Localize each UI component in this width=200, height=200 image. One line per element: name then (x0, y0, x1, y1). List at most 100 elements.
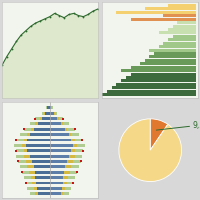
Bar (31, 128, 50, 131)
Bar (35, 171, 50, 174)
Bar (50, 106, 53, 109)
Bar (50, 112, 55, 115)
Bar (40, 117, 50, 120)
Bar (107, 90, 196, 93)
Bar (27, 139, 50, 141)
Bar (50, 165, 65, 168)
Bar (50, 128, 65, 131)
Bar (38, 192, 50, 195)
Bar (24, 139, 50, 141)
Bar (116, 83, 196, 86)
Bar (38, 122, 50, 125)
Bar (42, 117, 50, 120)
Bar (16, 149, 50, 152)
Bar (50, 187, 71, 190)
Bar (163, 14, 196, 17)
Bar (145, 59, 196, 62)
Bar (173, 25, 196, 28)
Bar (26, 144, 50, 147)
Bar (50, 155, 82, 158)
Bar (149, 49, 196, 52)
Bar (163, 42, 196, 45)
Bar (14, 144, 50, 147)
Bar (35, 192, 50, 195)
Bar (16, 139, 50, 141)
Bar (50, 192, 61, 195)
Bar (34, 187, 50, 190)
Bar (145, 7, 196, 10)
Bar (50, 117, 63, 120)
Bar (50, 122, 63, 125)
Bar (50, 192, 63, 195)
Bar (50, 182, 63, 184)
Bar (24, 149, 50, 152)
Bar (30, 192, 50, 195)
Bar (50, 144, 77, 147)
Bar (26, 182, 50, 184)
Bar (16, 155, 50, 158)
Bar (159, 31, 196, 34)
Bar (27, 187, 50, 190)
Bar (50, 133, 71, 136)
Bar (50, 176, 75, 179)
Bar (121, 79, 196, 82)
Bar (42, 112, 50, 115)
Bar (50, 187, 62, 190)
Bar (50, 171, 77, 174)
Bar (20, 133, 50, 136)
Bar (116, 11, 196, 14)
Bar (154, 52, 196, 55)
Bar (45, 112, 50, 115)
Bar (126, 76, 196, 79)
Bar (50, 112, 54, 115)
Bar (44, 112, 50, 115)
Bar (47, 106, 50, 109)
Bar (50, 133, 79, 136)
Bar (50, 155, 69, 158)
Bar (27, 149, 50, 152)
Bar (168, 38, 196, 41)
Bar (22, 171, 50, 174)
Bar (131, 18, 196, 21)
Bar (121, 69, 196, 72)
Bar (50, 122, 61, 125)
Bar (173, 35, 196, 38)
Bar (50, 171, 64, 174)
Bar (27, 133, 50, 136)
Bar (50, 149, 83, 152)
Bar (50, 160, 67, 163)
Bar (140, 62, 196, 65)
Bar (50, 155, 75, 158)
Bar (50, 112, 57, 115)
Bar (26, 160, 50, 163)
Bar (159, 45, 196, 48)
Bar (50, 149, 71, 152)
Bar (50, 160, 73, 163)
Bar (32, 182, 50, 184)
Bar (50, 139, 82, 141)
Bar (34, 165, 50, 168)
Bar (30, 122, 50, 125)
Bar (24, 155, 50, 158)
Bar (50, 171, 70, 174)
Bar (50, 144, 85, 147)
Bar (50, 165, 79, 168)
Text: 9,5: 9,5 (156, 121, 200, 130)
Bar (177, 21, 196, 24)
Bar (50, 106, 52, 109)
Bar (24, 176, 50, 179)
Bar (36, 182, 50, 184)
Bar (131, 73, 196, 76)
Bar (47, 106, 50, 109)
Bar (30, 133, 50, 136)
Bar (31, 176, 50, 179)
Bar (37, 187, 50, 190)
Bar (149, 55, 196, 58)
Bar (50, 176, 63, 179)
Bar (50, 117, 57, 120)
Bar (35, 122, 50, 125)
Bar (50, 149, 75, 152)
Bar (50, 176, 68, 179)
Bar (131, 66, 196, 69)
Bar (50, 106, 51, 109)
